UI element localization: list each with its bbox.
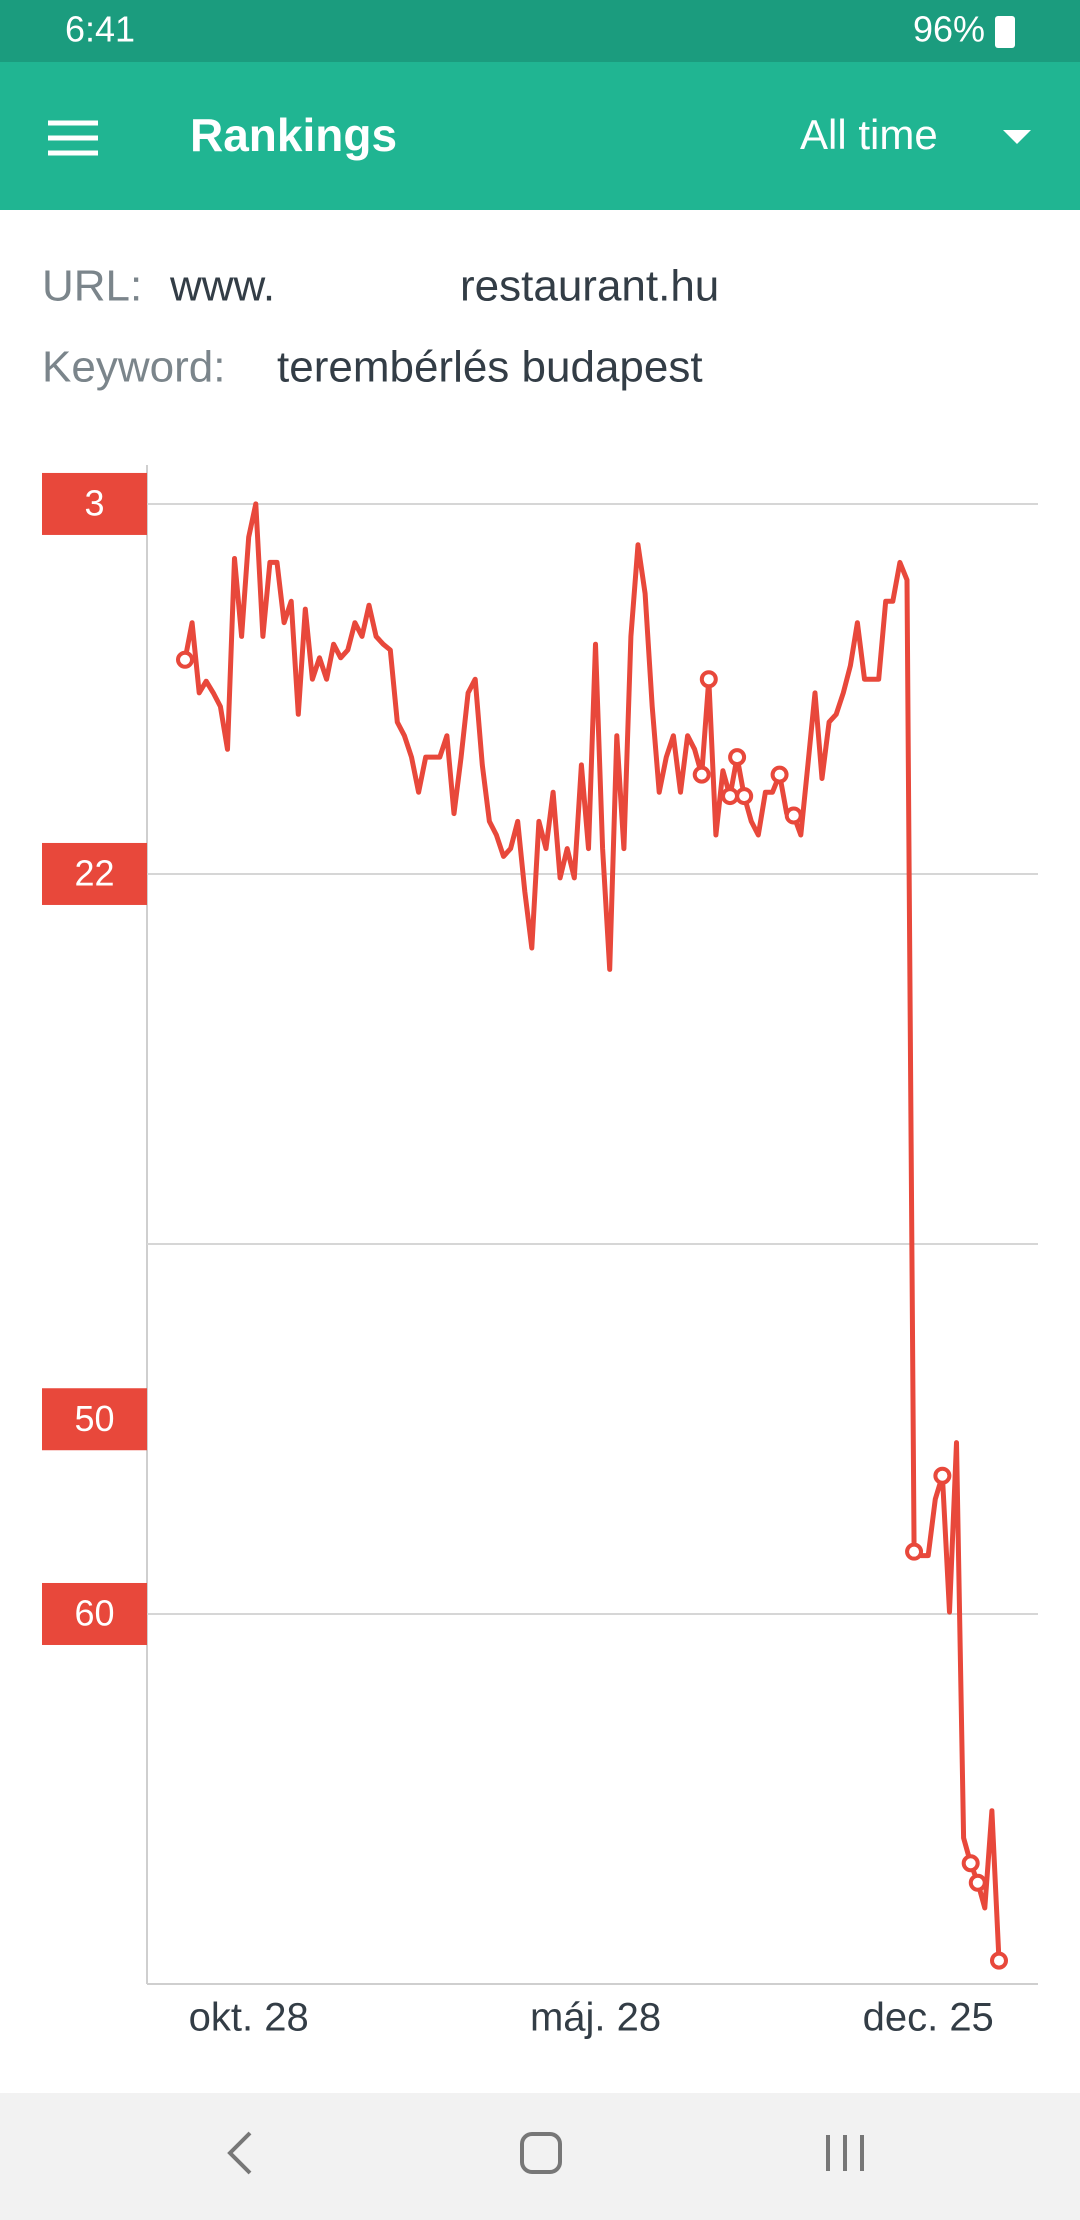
rank-marker <box>699 670 718 689</box>
keyword-label: Keyword: <box>42 343 225 392</box>
status-bar <box>0 0 1080 62</box>
y-tick-box <box>42 472 147 535</box>
x-tick-label: máj. 28 <box>530 1996 661 2040</box>
rank-marker <box>784 806 803 825</box>
y-tick-box <box>42 842 147 905</box>
x-tick-label: okt. 28 <box>189 1996 309 2040</box>
back-button[interactable] <box>227 2131 252 2175</box>
rank-line <box>182 501 1002 1961</box>
y-tick-label: 22 <box>74 852 114 893</box>
keyword: terembérlés budapest <box>277 343 703 392</box>
app-title: Rankings <box>190 109 397 161</box>
menu-button[interactable] <box>48 120 98 156</box>
y-tick-label: 50 <box>74 1398 114 1439</box>
chart: 3 22 50 60 okt. 28 máj. 28 dec. 25 <box>42 465 1038 2040</box>
url-suffix: restaurant.hu <box>460 262 719 311</box>
rank-marker <box>176 650 194 669</box>
y-tick-box <box>42 1388 147 1451</box>
rank-marker <box>692 765 711 784</box>
url-label: URL: <box>42 262 142 311</box>
y-tick-label: 60 <box>74 1593 114 1634</box>
rank-marker <box>721 787 740 806</box>
nav-bar <box>0 2093 1080 2220</box>
url-prefix: www. <box>169 262 275 311</box>
rank-marker <box>735 787 754 806</box>
y-tick-box <box>42 1582 147 1645</box>
home-button[interactable] <box>520 2132 562 2174</box>
rank-marker <box>728 748 747 767</box>
rank-marker <box>905 1542 924 1561</box>
period-selector[interactable]: All time <box>800 111 938 158</box>
rank-marker <box>770 765 789 784</box>
dropdown-arrow[interactable] <box>1003 130 1031 144</box>
rank-marker <box>933 1466 952 1485</box>
rank-marker <box>990 1951 1008 1970</box>
y-tick-label: 3 <box>84 482 104 523</box>
recents-button[interactable] <box>826 2135 864 2171</box>
rank-marker <box>961 1854 980 1873</box>
app-bar <box>0 62 1080 210</box>
x-tick-label: dec. 25 <box>863 1996 994 2040</box>
rank-marker <box>968 1873 987 1892</box>
status-battery: 96% <box>913 9 985 50</box>
battery-icon <box>995 16 1015 48</box>
status-time: 6:41 <box>65 9 135 50</box>
